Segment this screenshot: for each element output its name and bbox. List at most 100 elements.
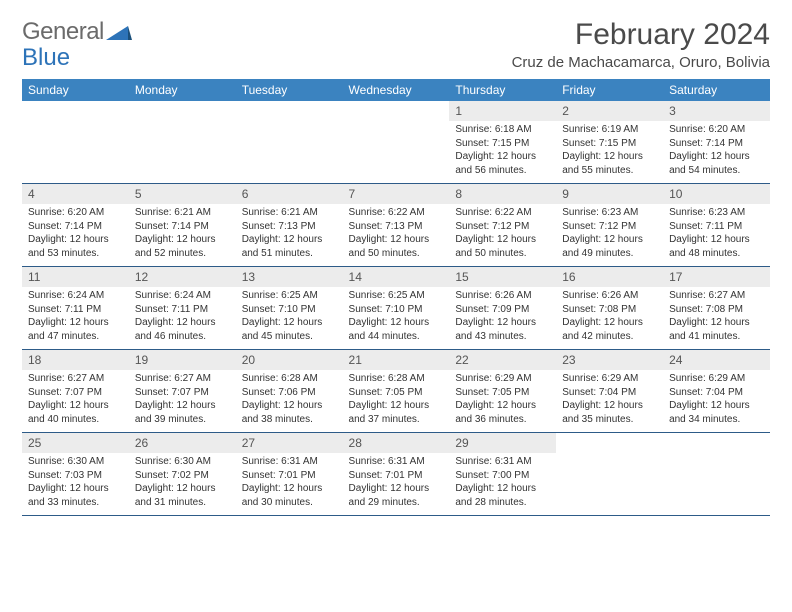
daylight-text: and 42 minutes. bbox=[562, 330, 657, 344]
day-number: 16 bbox=[556, 267, 663, 287]
sunrise-text: Sunrise: 6:27 AM bbox=[669, 289, 764, 303]
day-number: 24 bbox=[663, 350, 770, 370]
cell-body: Sunrise: 6:26 AMSunset: 7:08 PMDaylight:… bbox=[556, 287, 663, 349]
day-number: 17 bbox=[663, 267, 770, 287]
daylight-text: Daylight: 12 hours bbox=[669, 316, 764, 330]
sunset-text: Sunset: 7:11 PM bbox=[28, 303, 123, 317]
daylight-text: and 50 minutes. bbox=[349, 247, 444, 261]
calendar-cell: 23Sunrise: 6:29 AMSunset: 7:04 PMDayligh… bbox=[556, 350, 663, 433]
calendar-cell: 10Sunrise: 6:23 AMSunset: 7:11 PMDayligh… bbox=[663, 184, 770, 267]
cell-body-empty bbox=[236, 121, 343, 179]
daylight-text: Daylight: 12 hours bbox=[242, 482, 337, 496]
calendar-cell: 22Sunrise: 6:29 AMSunset: 7:05 PMDayligh… bbox=[449, 350, 556, 433]
dow-wed: Wednesday bbox=[343, 79, 450, 101]
sunset-text: Sunset: 7:12 PM bbox=[455, 220, 550, 234]
daylight-text: and 45 minutes. bbox=[242, 330, 337, 344]
daylight-text: Daylight: 12 hours bbox=[562, 316, 657, 330]
daylight-text: Daylight: 12 hours bbox=[455, 482, 550, 496]
cell-body: Sunrise: 6:29 AMSunset: 7:05 PMDaylight:… bbox=[449, 370, 556, 432]
cell-body: Sunrise: 6:31 AMSunset: 7:01 PMDaylight:… bbox=[343, 453, 450, 515]
sunrise-text: Sunrise: 6:20 AM bbox=[28, 206, 123, 220]
calendar-cell: 17Sunrise: 6:27 AMSunset: 7:08 PMDayligh… bbox=[663, 267, 770, 350]
calendar-cell: 7Sunrise: 6:22 AMSunset: 7:13 PMDaylight… bbox=[343, 184, 450, 267]
sunrise-text: Sunrise: 6:23 AM bbox=[669, 206, 764, 220]
sunrise-text: Sunrise: 6:27 AM bbox=[135, 372, 230, 386]
day-number-empty bbox=[663, 433, 770, 453]
daylight-text: Daylight: 12 hours bbox=[349, 399, 444, 413]
sunset-text: Sunset: 7:11 PM bbox=[669, 220, 764, 234]
day-number: 20 bbox=[236, 350, 343, 370]
daylight-text: and 51 minutes. bbox=[242, 247, 337, 261]
sunrise-text: Sunrise: 6:24 AM bbox=[28, 289, 123, 303]
calendar-cell: 29Sunrise: 6:31 AMSunset: 7:00 PMDayligh… bbox=[449, 433, 556, 516]
calendar-cell bbox=[236, 101, 343, 184]
logo-text-blue: Blue bbox=[22, 44, 70, 72]
daylight-text: and 37 minutes. bbox=[349, 413, 444, 427]
day-of-week-header-row: Sunday Monday Tuesday Wednesday Thursday… bbox=[22, 79, 770, 101]
sunset-text: Sunset: 7:15 PM bbox=[562, 137, 657, 151]
sunrise-text: Sunrise: 6:29 AM bbox=[669, 372, 764, 386]
calendar-cell: 24Sunrise: 6:29 AMSunset: 7:04 PMDayligh… bbox=[663, 350, 770, 433]
sunset-text: Sunset: 7:05 PM bbox=[455, 386, 550, 400]
daylight-text: Daylight: 12 hours bbox=[349, 482, 444, 496]
day-number: 23 bbox=[556, 350, 663, 370]
day-number: 1 bbox=[449, 101, 556, 121]
sunrise-text: Sunrise: 6:29 AM bbox=[455, 372, 550, 386]
daylight-text: Daylight: 12 hours bbox=[28, 399, 123, 413]
sunrise-text: Sunrise: 6:23 AM bbox=[562, 206, 657, 220]
cell-body: Sunrise: 6:30 AMSunset: 7:02 PMDaylight:… bbox=[129, 453, 236, 515]
daylight-text: and 28 minutes. bbox=[455, 496, 550, 510]
day-number: 7 bbox=[343, 184, 450, 204]
daylight-text: and 44 minutes. bbox=[349, 330, 444, 344]
calendar-cell: 4Sunrise: 6:20 AMSunset: 7:14 PMDaylight… bbox=[22, 184, 129, 267]
calendar-cell: 16Sunrise: 6:26 AMSunset: 7:08 PMDayligh… bbox=[556, 267, 663, 350]
calendar-cell: 25Sunrise: 6:30 AMSunset: 7:03 PMDayligh… bbox=[22, 433, 129, 516]
daylight-text: and 33 minutes. bbox=[28, 496, 123, 510]
calendar-cell: 21Sunrise: 6:28 AMSunset: 7:05 PMDayligh… bbox=[343, 350, 450, 433]
daylight-text: Daylight: 12 hours bbox=[349, 233, 444, 247]
daylight-text: and 54 minutes. bbox=[669, 164, 764, 178]
daylight-text: Daylight: 12 hours bbox=[455, 150, 550, 164]
day-number: 27 bbox=[236, 433, 343, 453]
sunrise-text: Sunrise: 6:22 AM bbox=[455, 206, 550, 220]
day-number-empty bbox=[22, 101, 129, 121]
cell-body: Sunrise: 6:20 AMSunset: 7:14 PMDaylight:… bbox=[22, 204, 129, 266]
cell-body: Sunrise: 6:24 AMSunset: 7:11 PMDaylight:… bbox=[129, 287, 236, 349]
day-number: 14 bbox=[343, 267, 450, 287]
daylight-text: and 40 minutes. bbox=[28, 413, 123, 427]
daylight-text: and 31 minutes. bbox=[135, 496, 230, 510]
day-number: 12 bbox=[129, 267, 236, 287]
cell-body: Sunrise: 6:27 AMSunset: 7:07 PMDaylight:… bbox=[22, 370, 129, 432]
header: General February 2024 Cruz de Machacamar… bbox=[22, 18, 770, 71]
calendar-cell: 18Sunrise: 6:27 AMSunset: 7:07 PMDayligh… bbox=[22, 350, 129, 433]
calendar-week-row: 4Sunrise: 6:20 AMSunset: 7:14 PMDaylight… bbox=[22, 184, 770, 267]
sunrise-text: Sunrise: 6:22 AM bbox=[349, 206, 444, 220]
day-number: 8 bbox=[449, 184, 556, 204]
day-number: 26 bbox=[129, 433, 236, 453]
sunrise-text: Sunrise: 6:19 AM bbox=[562, 123, 657, 137]
daylight-text: and 38 minutes. bbox=[242, 413, 337, 427]
cell-body: Sunrise: 6:21 AMSunset: 7:13 PMDaylight:… bbox=[236, 204, 343, 266]
sunset-text: Sunset: 7:12 PM bbox=[562, 220, 657, 234]
daylight-text: and 52 minutes. bbox=[135, 247, 230, 261]
cell-body: Sunrise: 6:25 AMSunset: 7:10 PMDaylight:… bbox=[236, 287, 343, 349]
sunrise-text: Sunrise: 6:31 AM bbox=[455, 455, 550, 469]
daylight-text: Daylight: 12 hours bbox=[135, 482, 230, 496]
sunset-text: Sunset: 7:14 PM bbox=[28, 220, 123, 234]
calendar-cell bbox=[663, 433, 770, 516]
daylight-text: and 34 minutes. bbox=[669, 413, 764, 427]
daylight-text: and 43 minutes. bbox=[455, 330, 550, 344]
daylight-text: and 36 minutes. bbox=[455, 413, 550, 427]
day-number: 6 bbox=[236, 184, 343, 204]
day-number: 18 bbox=[22, 350, 129, 370]
daylight-text: and 35 minutes. bbox=[562, 413, 657, 427]
cell-body: Sunrise: 6:28 AMSunset: 7:05 PMDaylight:… bbox=[343, 370, 450, 432]
daylight-text: Daylight: 12 hours bbox=[669, 150, 764, 164]
calendar-cell: 8Sunrise: 6:22 AMSunset: 7:12 PMDaylight… bbox=[449, 184, 556, 267]
calendar-week-row: 25Sunrise: 6:30 AMSunset: 7:03 PMDayligh… bbox=[22, 433, 770, 516]
sunrise-text: Sunrise: 6:30 AM bbox=[135, 455, 230, 469]
daylight-text: and 30 minutes. bbox=[242, 496, 337, 510]
daylight-text: and 41 minutes. bbox=[669, 330, 764, 344]
day-number: 25 bbox=[22, 433, 129, 453]
calendar-cell: 13Sunrise: 6:25 AMSunset: 7:10 PMDayligh… bbox=[236, 267, 343, 350]
